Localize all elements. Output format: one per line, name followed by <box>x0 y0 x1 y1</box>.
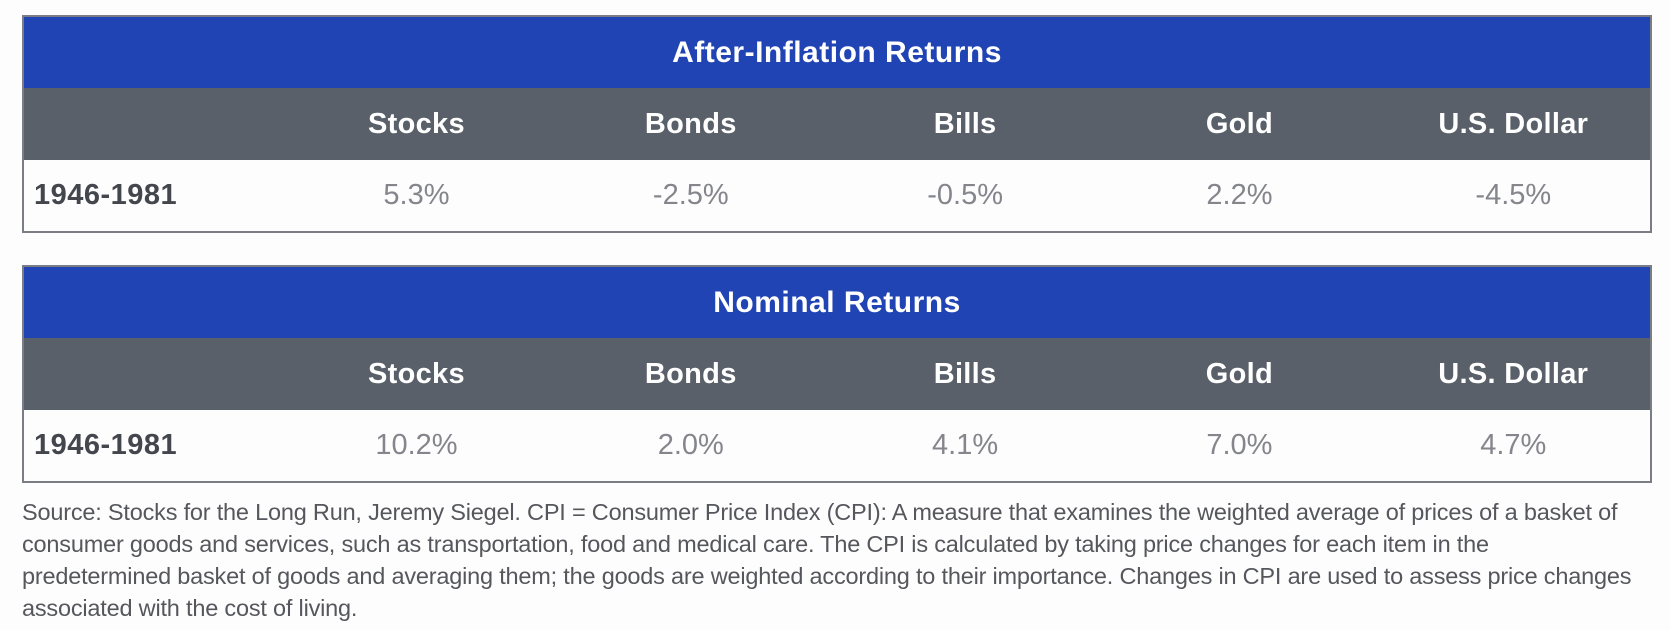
corner-cell <box>23 338 280 410</box>
table-title: After-Inflation Returns <box>23 16 1651 88</box>
table-title: Nominal Returns <box>23 266 1651 338</box>
column-header-us-dollar: U.S. Dollar <box>1376 88 1651 160</box>
value-gold: 2.2% <box>1102 160 1377 232</box>
column-header-bills: Bills <box>827 338 1103 410</box>
column-header-bonds: Bonds <box>553 338 828 410</box>
column-header-gold: Gold <box>1102 88 1377 160</box>
table-header-row: Stocks Bonds Bills Gold U.S. Dollar <box>23 88 1651 160</box>
source-footnote: Source: Stocks for the Long Run, Jeremy … <box>22 499 1632 621</box>
column-header-us-dollar: U.S. Dollar <box>1376 338 1651 410</box>
column-header-stocks: Stocks <box>279 338 554 410</box>
column-header-gold: Gold <box>1102 338 1377 410</box>
value-bonds: 2.0% <box>553 410 828 482</box>
row-label-period: 1946-1981 <box>23 410 280 482</box>
table-row: 1946-1981 10.2% 2.0% 4.1% 7.0% 4.7% <box>23 410 1651 482</box>
after-inflation-returns-table: After-Inflation Returns Stocks Bonds Bil… <box>22 15 1652 233</box>
nominal-returns-table: Nominal Returns Stocks Bonds Bills Gold … <box>22 265 1652 483</box>
row-label-period: 1946-1981 <box>23 160 280 232</box>
column-header-bills: Bills <box>827 88 1103 160</box>
table-row: 1946-1981 5.3% -2.5% -0.5% 2.2% -4.5% <box>23 160 1651 232</box>
value-bills: 4.1% <box>827 410 1103 482</box>
value-us-dollar: -4.5% <box>1376 160 1651 232</box>
value-gold: 7.0% <box>1102 410 1377 482</box>
value-stocks: 10.2% <box>279 410 554 482</box>
table-title-row: After-Inflation Returns <box>23 16 1651 88</box>
value-us-dollar: 4.7% <box>1376 410 1651 482</box>
column-header-stocks: Stocks <box>279 88 554 160</box>
table-title-row: Nominal Returns <box>23 266 1651 338</box>
value-stocks: 5.3% <box>279 160 554 232</box>
returns-tables-figure: After-Inflation Returns Stocks Bonds Bil… <box>22 15 1652 624</box>
value-bonds: -2.5% <box>553 160 828 232</box>
table-header-row: Stocks Bonds Bills Gold U.S. Dollar <box>23 338 1651 410</box>
corner-cell <box>23 88 280 160</box>
value-bills: -0.5% <box>827 160 1103 232</box>
column-header-bonds: Bonds <box>553 88 828 160</box>
